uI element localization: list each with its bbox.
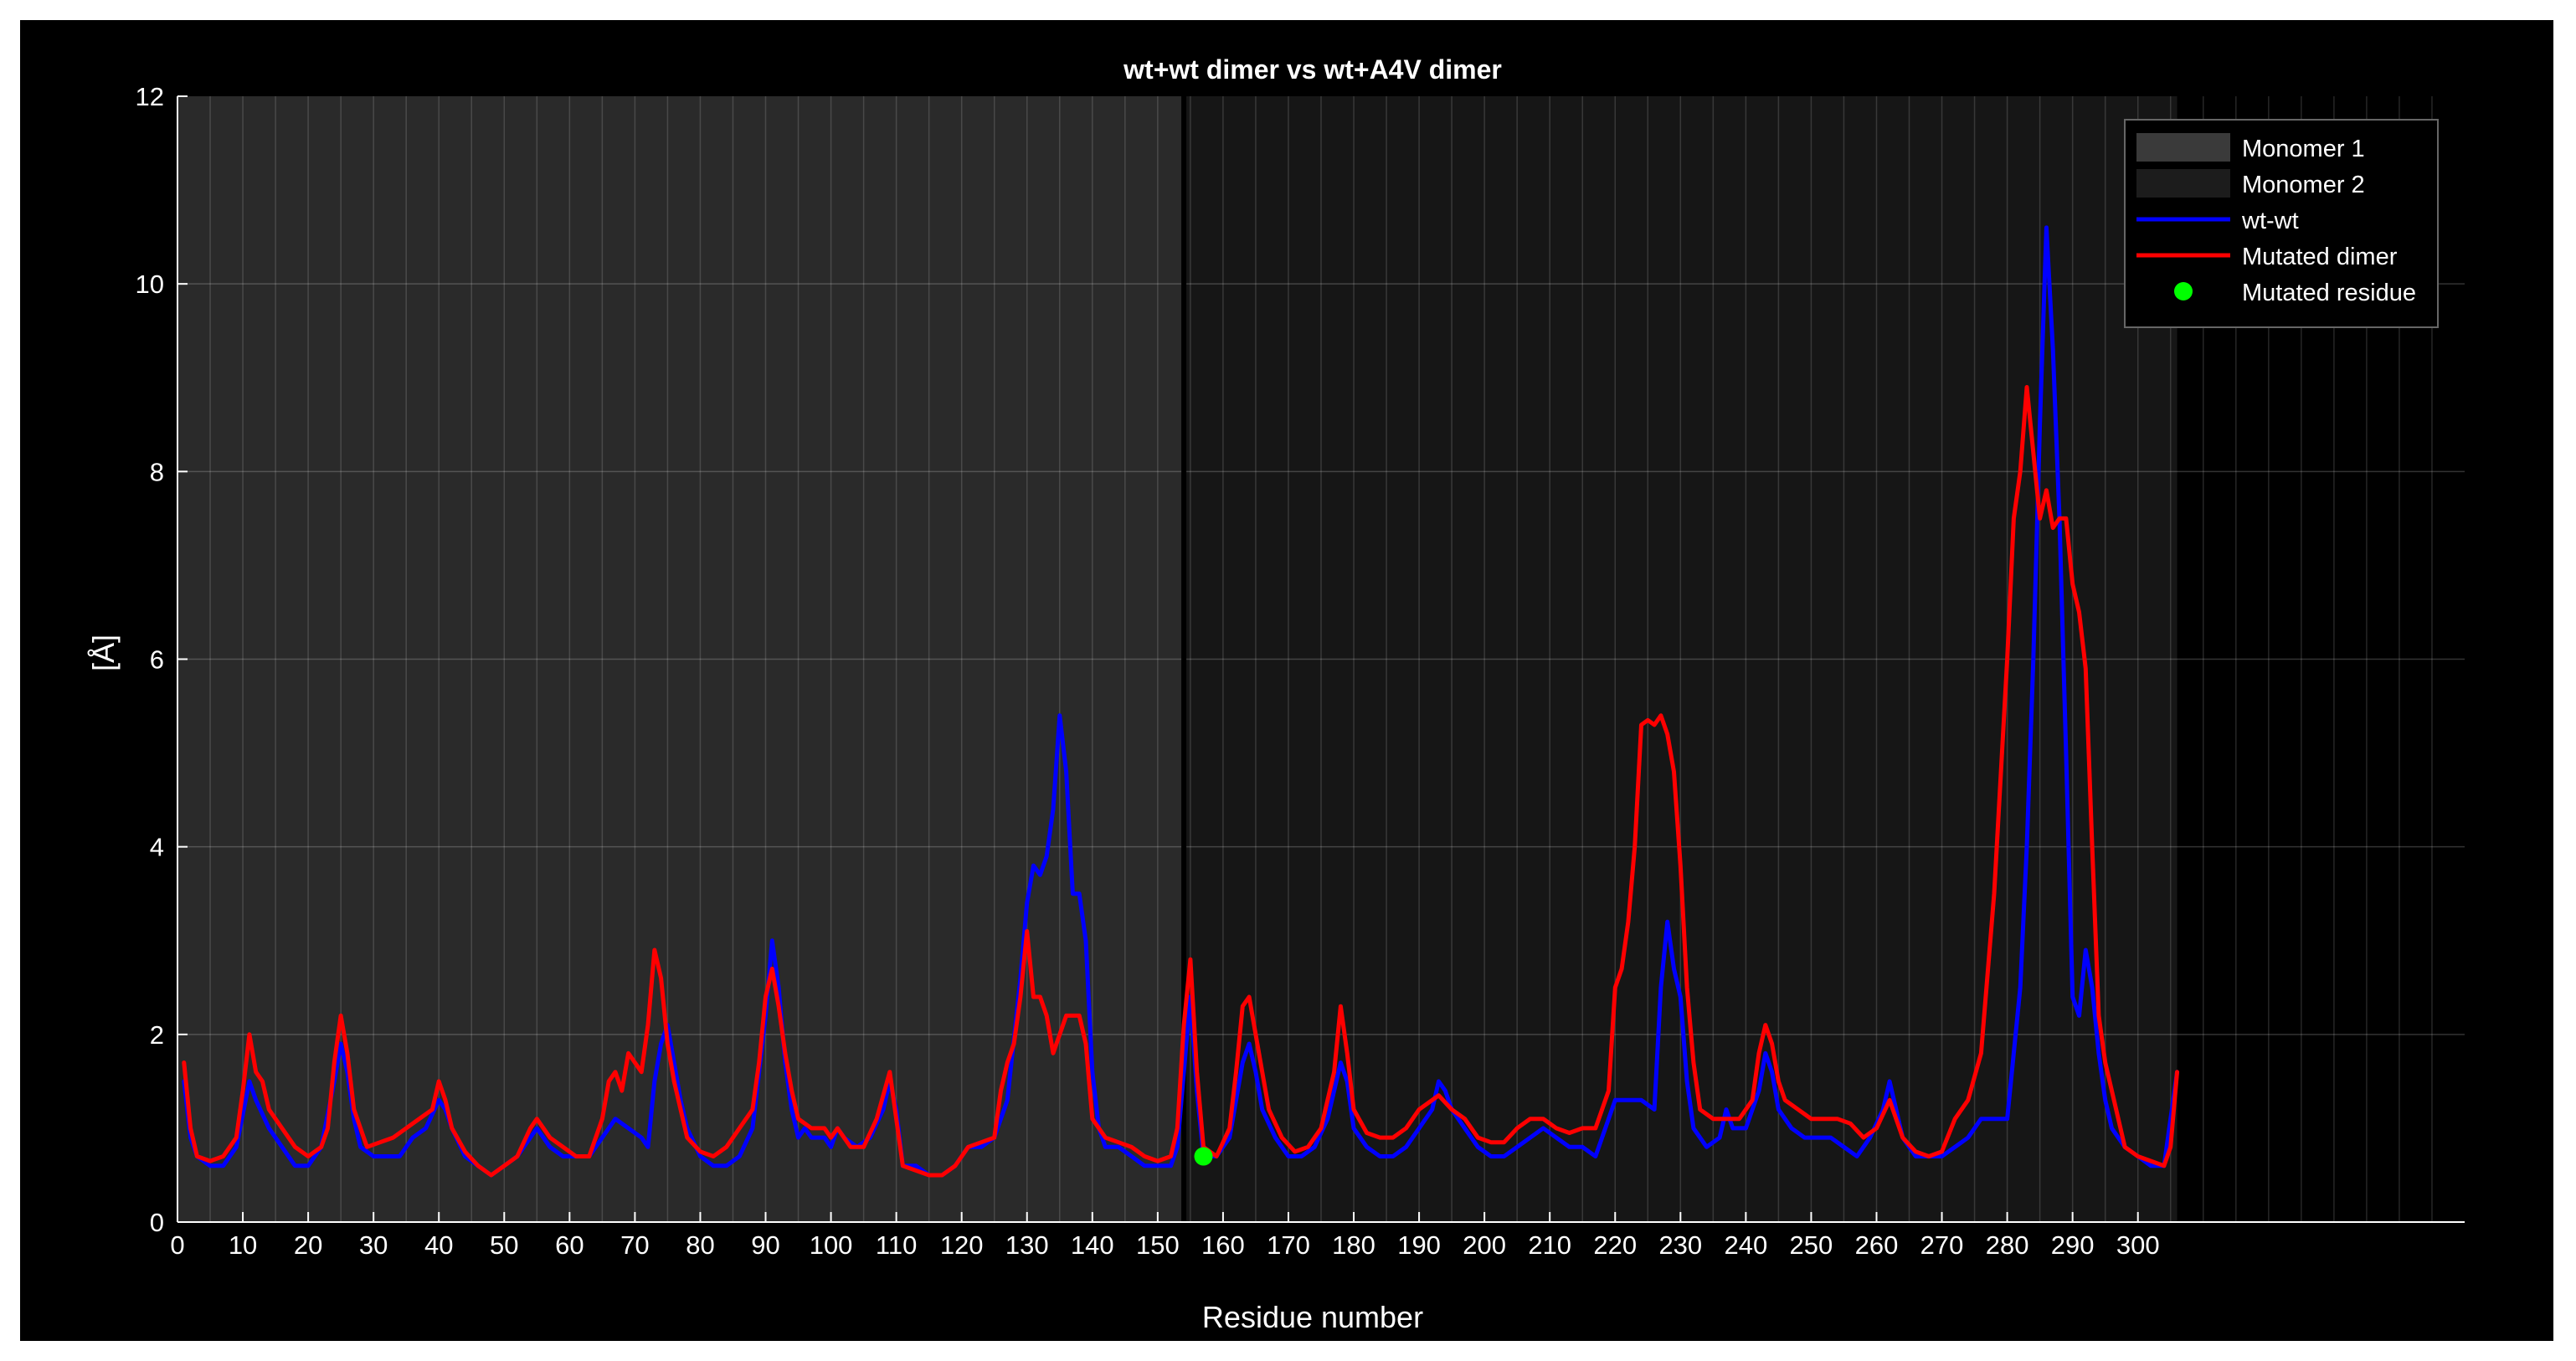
x-tick-label: 60 [555, 1230, 584, 1260]
line-chart: 0 10 20 30 40 50 60 70 80 90 100 110 120 130 140 150 160… [86, 54, 2465, 1334]
x-tick-label: 90 [751, 1230, 779, 1260]
x-tick-label: 30 [359, 1230, 388, 1260]
legend-label-mutated-dimer: Mutated dimer [2242, 244, 2398, 270]
x-tick-label: 290 [2051, 1230, 2095, 1260]
marker-layer [1194, 1147, 1213, 1166]
series-line-mutated-dimer [182, 385, 2179, 1178]
y-tick-label: 4 [150, 833, 164, 862]
y-tick-labels: 0 2 4 6 8 10 12 [136, 82, 164, 1237]
x-tick-label: 100 [810, 1230, 853, 1260]
y-tick-label: 12 [136, 82, 164, 111]
x-tick-label: 280 [1986, 1230, 2029, 1260]
x-tick-label: 130 [1005, 1230, 1049, 1260]
y-tick-label: 8 [150, 457, 164, 486]
x-tick-label: 10 [229, 1230, 257, 1260]
legend: Monomer 1 Monomer 2 wt-wt Mutated dimer Muta… [2124, 119, 2439, 328]
x-tick-labels: 0 10 20 30 40 50 60 70 80 90 100 110 120 130 140 150 160… [170, 1230, 2159, 1260]
legend-label-monomer-2: Monomer 2 [2242, 172, 2365, 198]
x-tick-label: 210 [1528, 1230, 1571, 1260]
x-tick-label: 240 [1725, 1230, 1768, 1260]
legend-label-wt-wt: wt-wt [2241, 208, 2299, 234]
x-tick-label: 300 [2116, 1230, 2160, 1260]
x-tick-label: 200 [1463, 1230, 1506, 1260]
legend-swatch-monomer-2 [2136, 169, 2230, 198]
chart-title: wt+wt dimer vs wt+A4V dimer [1123, 54, 1502, 85]
axes [177, 95, 2465, 1223]
x-tick-label: 50 [490, 1230, 518, 1260]
x-tick-label: 170 [1267, 1230, 1310, 1260]
x-tick-label: 180 [1332, 1230, 1375, 1260]
x-tick-label: 160 [1201, 1230, 1245, 1260]
x-tick-label: 40 [424, 1230, 453, 1260]
x-tick-label: 220 [1593, 1230, 1637, 1260]
mutated-residue-point [1194, 1147, 1213, 1166]
y-axis-label: [Å] [86, 634, 121, 671]
x-tick-label: 120 [940, 1230, 984, 1260]
y-tick-label: 2 [150, 1020, 164, 1050]
x-tick-label: 260 [1855, 1230, 1899, 1260]
series-lines [182, 225, 2179, 1178]
legend-swatch-mutated-residue [2174, 282, 2193, 300]
series-line-wt-wt [182, 225, 2179, 1178]
x-tick-label: 0 [170, 1230, 184, 1260]
x-tick-label: 80 [686, 1230, 714, 1260]
y-tick-label: 0 [150, 1208, 164, 1237]
x-tick-label: 250 [1790, 1230, 1833, 1260]
figure-frame: 0 10 20 30 40 50 60 70 80 90 100 110 120 130 140 150 160… [20, 20, 2553, 1341]
legend-label-mutated-residue: Mutated residue [2242, 280, 2416, 306]
region-monomer-2 [1184, 96, 2178, 1222]
x-tick-label: 110 [876, 1230, 917, 1260]
y-tick-label: 6 [150, 645, 164, 675]
x-tick-label: 70 [620, 1230, 649, 1260]
y-tick-label: 10 [136, 270, 164, 299]
x-tick-label: 150 [1136, 1230, 1180, 1260]
x-axis-label: Residue number [1202, 1300, 1423, 1334]
x-tick-label: 140 [1071, 1230, 1114, 1260]
x-tick-label: 190 [1397, 1230, 1441, 1260]
legend-label-monomer-1: Monomer 1 [2242, 136, 2365, 162]
legend-swatch-monomer-1 [2136, 133, 2230, 162]
x-tick-label: 230 [1658, 1230, 1702, 1260]
x-tick-label: 270 [1920, 1230, 1964, 1260]
x-tick-label: 20 [294, 1230, 322, 1260]
